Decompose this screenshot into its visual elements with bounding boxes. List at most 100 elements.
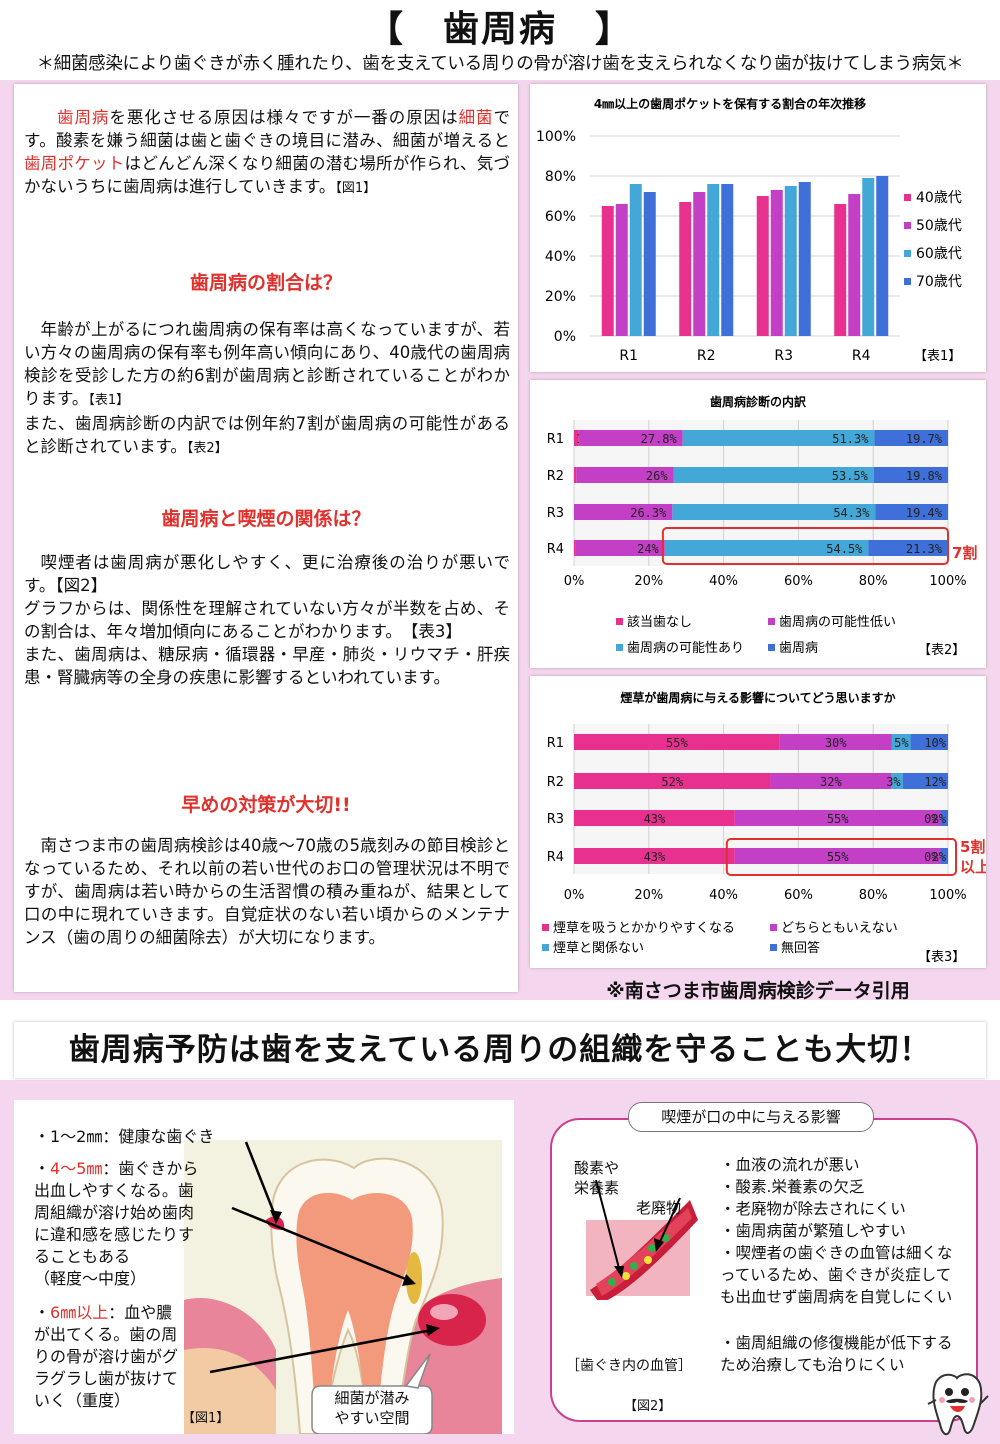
chart1-legend-swatch bbox=[904, 194, 911, 201]
chart3-data-label: 55% bbox=[827, 850, 849, 864]
arrow-line-3 bbox=[209, 1328, 433, 1374]
effect-item: ・歯周組織の修復機能が低下するため治療しても治りにくい bbox=[720, 1334, 953, 1374]
chart3-bar-segment bbox=[910, 734, 948, 750]
depth-healthy: ・1～2㎜：健康な歯ぐき bbox=[34, 1127, 215, 1146]
chart3-title: 煙草が歯周病に与える影響についてどう思いますか bbox=[620, 690, 895, 705]
nutrient-dot bbox=[608, 1278, 616, 1286]
vessel-caption: ［歯ぐき内の血管］ bbox=[566, 1358, 692, 1374]
chart2-bar-segment bbox=[873, 467, 948, 483]
chart2-legend-swatch bbox=[768, 644, 775, 651]
intro-highlight-bacteria: 細菌 bbox=[458, 108, 494, 127]
chart2-legend-swatch bbox=[616, 618, 623, 625]
chart2-ytick-label: R2 bbox=[547, 469, 564, 484]
section2-text-1: 喫煙者は歯周病が悪化しやすく、更に治療後の治りが悪いです。【図2】 bbox=[24, 553, 510, 595]
chart3-data-label: 10% bbox=[924, 736, 946, 750]
chart3-legend-label: 煙草を吸うとかかりやすくなる bbox=[553, 921, 735, 936]
chart2-data-label: 24% bbox=[637, 542, 659, 556]
chart1-ytick-label: 100% bbox=[536, 129, 576, 145]
section2-text-2: グラフからは、関係性を理解されていない方々が半数を占め、その割合は、年々増加傾向… bbox=[24, 599, 510, 641]
chart3-xtick-label: 0% bbox=[564, 888, 585, 903]
chart2-bar-segment bbox=[574, 430, 579, 446]
chart2-legend-label: 歯周病の可能性低い bbox=[779, 615, 896, 630]
bubble-text-2: やすい空間 bbox=[334, 1409, 410, 1427]
intro-paragraph: 歯周病を悪化させる原因は様々ですが一番の原因は細菌です。酸素を嫌う細菌は歯と歯ぐ… bbox=[24, 106, 510, 200]
tooth-mascot-icon bbox=[927, 1373, 989, 1436]
section3-heading: 早めの対策が大切!! bbox=[181, 794, 351, 816]
chart2-bar-segment bbox=[672, 504, 876, 520]
chart2-legend-swatch bbox=[616, 644, 623, 651]
chart1-legend-swatch bbox=[904, 278, 911, 285]
chart3-xtick-label: 20% bbox=[634, 888, 663, 903]
chart3-data-label: 32% bbox=[820, 775, 842, 789]
intro-text-3: はどんどん深くなり細菌の潜む場所が作られ、気づかないうちに歯周病は進行していきま… bbox=[24, 154, 511, 196]
chart1-legend-swatch bbox=[904, 222, 911, 229]
mascot-cheek bbox=[939, 1397, 945, 1403]
chart3-legend-swatch bbox=[542, 924, 549, 931]
chart3-data-label: 12% bbox=[924, 775, 946, 789]
chart3-data-label: 43% bbox=[644, 850, 666, 864]
chart2-annotation: 7割 bbox=[952, 544, 977, 562]
depth-mild-line4: に違和感を感じたりす bbox=[34, 1225, 195, 1244]
chart3-svg: 煙草が歯周病に与える影響についてどう思いますか 0% 20% 40% 60% 80% 100… bbox=[542, 690, 986, 965]
chart2-svg: 歯周病診断の内訳0%20%40%60%80%100%R11.3%27.8%51.… bbox=[547, 394, 978, 658]
chart2-data-label: 54.3% bbox=[833, 506, 870, 520]
chart1-bar bbox=[643, 192, 656, 336]
chart3-data-label: 5% bbox=[894, 736, 909, 750]
section1-ref-2: 【表2】 bbox=[186, 441, 228, 456]
chart2-ref: 【表2】 bbox=[918, 643, 965, 658]
chart3-xtick-label: 80% bbox=[859, 888, 888, 903]
chart2-panel: 歯周病診断の内訳0%20%40%60%80%100%R11.3%27.8%51.… bbox=[530, 380, 986, 668]
chart3-data-label: 0% bbox=[924, 812, 939, 826]
chart1-bar bbox=[862, 178, 875, 336]
chart1-xtick-label: R2 bbox=[697, 348, 716, 364]
mascot-body bbox=[932, 1373, 983, 1436]
chart3-data-label: 55% bbox=[666, 736, 688, 750]
chart1-bar bbox=[784, 186, 797, 336]
tooth-illustration bbox=[184, 1140, 502, 1434]
chart2-legend-label: 歯周病 bbox=[779, 641, 818, 656]
chart3-ytick-label: R4 bbox=[547, 850, 564, 865]
chart2-bar-segment bbox=[868, 540, 948, 556]
section1-text-1: 年齢が上がるにつれ歯周病の保有率は高くなっていますが、若い方々の歯周病の保有率も… bbox=[24, 320, 510, 408]
bubble-shape bbox=[311, 1385, 433, 1434]
smoking-effect-title: 喫煙が口の中に与える影響 bbox=[628, 1102, 874, 1132]
nutrient-dot bbox=[648, 1244, 656, 1252]
chart3-panel: 煙草が歯周病に与える影響についてどう思いますか 0% 20% 40% 60% 80% 100… bbox=[530, 676, 986, 968]
chart3-bar-segment bbox=[734, 810, 941, 826]
chart2-data-label: 21.3% bbox=[906, 542, 943, 556]
chart3-data-label: 55% bbox=[827, 812, 849, 826]
nutrient-dot bbox=[662, 1234, 670, 1242]
explanation-panel: 歯周病を悪化させる原因は様々ですが一番の原因は細菌です。酸素を嫌う細菌は歯と歯ぐ… bbox=[14, 84, 518, 992]
mascot-cheek bbox=[969, 1397, 975, 1403]
chart3-bar-segment bbox=[940, 848, 948, 864]
chart3-ytick-label: R1 bbox=[547, 736, 564, 751]
effect-item: ・酸素.栄養素の欠乏 bbox=[720, 1178, 865, 1196]
bubble-tail bbox=[404, 1353, 431, 1389]
chart1-bar bbox=[876, 176, 889, 336]
chart1-ytick-label: 60% bbox=[545, 209, 576, 225]
chart1-bar bbox=[834, 204, 847, 336]
depth-mild-heading: ・4～5㎜：歯ぐきから bbox=[34, 1158, 198, 1180]
chart1-ytick-label: 0% bbox=[554, 329, 576, 345]
chart2-data-label: 19.4% bbox=[906, 506, 943, 520]
chart1-bar bbox=[770, 190, 783, 336]
chart3-bar-segment bbox=[574, 810, 735, 826]
tooth-diagram-panel: ・1～2㎜：健康な歯ぐき ・4～5㎜：歯ぐきから 出血しやすくなる。歯 周組織が… bbox=[14, 1100, 514, 1434]
chart3-data-label: 3% bbox=[886, 775, 901, 789]
chart3-bar-segment bbox=[574, 734, 780, 750]
chart1-bar bbox=[848, 194, 861, 336]
section2-heading: 歯周病と喫煙の関係は？ bbox=[161, 508, 371, 530]
chart3-bar-segment bbox=[940, 810, 948, 826]
chart3-xtick-label: 40% bbox=[709, 888, 738, 903]
mascot-mouth bbox=[950, 1406, 965, 1412]
chart1-panel: 4㎜以上の歯周ポケットを保有する割合の年次推移 0% 20% 40% 60% 80% 100… bbox=[530, 84, 986, 372]
effect-item: ・歯周病菌が繁殖しやすい bbox=[720, 1222, 906, 1240]
chart1-bar bbox=[679, 202, 692, 336]
chart3-bar-segment bbox=[891, 734, 911, 750]
chart3-bar-segment bbox=[574, 848, 735, 864]
depth-severe-line5: いく（重度） bbox=[34, 1391, 131, 1410]
section1-ref-1: 【表1】 bbox=[88, 393, 130, 408]
section2-paragraph: 喫煙者は歯周病が悪化しやすく、更に治療後の治りが悪いです。【図2】 グラフからは、… bbox=[24, 551, 510, 689]
chart1-xtick-label: R4 bbox=[852, 348, 871, 364]
chart3-bar-segment bbox=[779, 734, 892, 750]
